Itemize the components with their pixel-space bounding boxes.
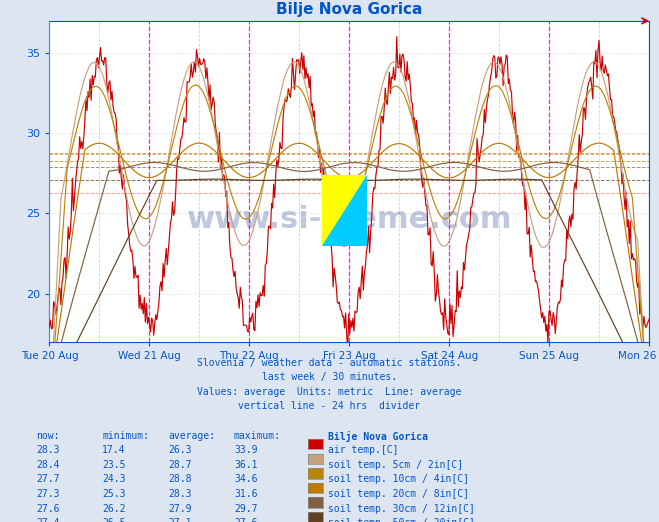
Text: 31.6: 31.6 xyxy=(234,489,258,499)
Text: 28.7: 28.7 xyxy=(168,460,192,470)
Text: 28.3: 28.3 xyxy=(36,445,60,455)
Text: 28.4: 28.4 xyxy=(36,460,60,470)
Text: 17.4: 17.4 xyxy=(102,445,126,455)
Text: now:: now: xyxy=(36,431,60,441)
Text: vertical line - 24 hrs  divider: vertical line - 24 hrs divider xyxy=(239,401,420,411)
Title: Bilje Nova Gorica: Bilje Nova Gorica xyxy=(276,2,422,17)
Text: soil temp. 30cm / 12in[C]: soil temp. 30cm / 12in[C] xyxy=(328,504,475,514)
Text: 27.7: 27.7 xyxy=(36,474,60,484)
Text: 29.7: 29.7 xyxy=(234,504,258,514)
Text: 26.3: 26.3 xyxy=(168,445,192,455)
Text: air temp.[C]: air temp.[C] xyxy=(328,445,399,455)
Text: Slovenia / weather data - automatic stations.: Slovenia / weather data - automatic stat… xyxy=(197,358,462,367)
Text: Bilje Nova Gorica: Bilje Nova Gorica xyxy=(328,431,428,442)
Text: maximum:: maximum: xyxy=(234,431,281,441)
Text: 26.2: 26.2 xyxy=(102,504,126,514)
Text: 27.3: 27.3 xyxy=(36,489,60,499)
Text: 23.5: 23.5 xyxy=(102,460,126,470)
Text: 27.6: 27.6 xyxy=(36,504,60,514)
Text: 27.1: 27.1 xyxy=(168,518,192,522)
Text: 26.5: 26.5 xyxy=(102,518,126,522)
Text: 28.8: 28.8 xyxy=(168,474,192,484)
Text: last week / 30 minutes.: last week / 30 minutes. xyxy=(262,372,397,382)
Text: 27.4: 27.4 xyxy=(36,518,60,522)
Text: 25.3: 25.3 xyxy=(102,489,126,499)
Text: soil temp. 5cm / 2in[C]: soil temp. 5cm / 2in[C] xyxy=(328,460,463,470)
Text: 27.9: 27.9 xyxy=(168,504,192,514)
Text: soil temp. 10cm / 4in[C]: soil temp. 10cm / 4in[C] xyxy=(328,474,469,484)
Text: Values: average  Units: metric  Line: average: Values: average Units: metric Line: aver… xyxy=(197,387,462,397)
Text: soil temp. 50cm / 20in[C]: soil temp. 50cm / 20in[C] xyxy=(328,518,475,522)
Text: 36.1: 36.1 xyxy=(234,460,258,470)
Text: 33.9: 33.9 xyxy=(234,445,258,455)
Text: average:: average: xyxy=(168,431,215,441)
Text: soil temp. 20cm / 8in[C]: soil temp. 20cm / 8in[C] xyxy=(328,489,469,499)
Text: 34.6: 34.6 xyxy=(234,474,258,484)
Text: 27.6: 27.6 xyxy=(234,518,258,522)
Text: 28.3: 28.3 xyxy=(168,489,192,499)
Text: www.si-vreme.com: www.si-vreme.com xyxy=(186,206,512,234)
Text: 24.3: 24.3 xyxy=(102,474,126,484)
Text: minimum:: minimum: xyxy=(102,431,149,441)
